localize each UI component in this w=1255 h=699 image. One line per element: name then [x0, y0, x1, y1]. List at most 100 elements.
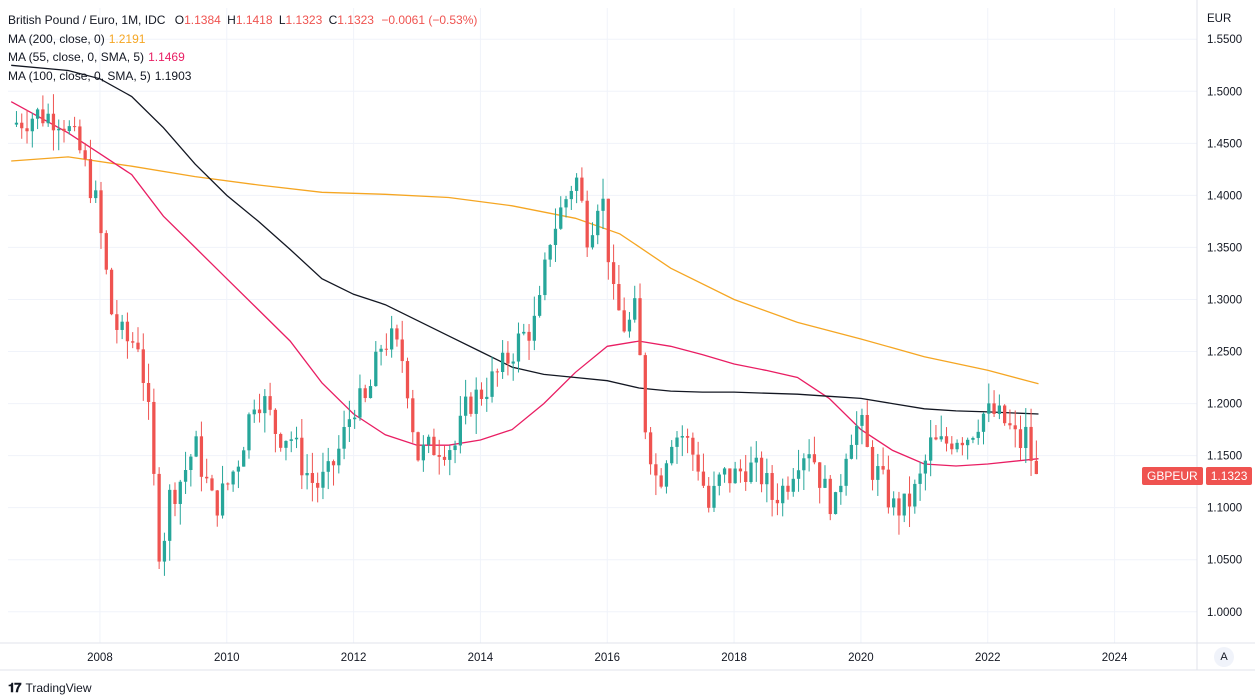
candle-body — [537, 295, 542, 316]
candle-body — [94, 190, 98, 199]
candle-body — [960, 442, 965, 446]
candle-body — [358, 388, 362, 418]
candle-body — [104, 233, 108, 270]
low-value: 1.1323 — [285, 13, 323, 27]
candle-body — [205, 476, 209, 479]
ma100-row[interactable]: MA (100, close, 0, SMA, 5) 1.1903 — [8, 67, 477, 86]
candle-body — [310, 473, 315, 483]
candle-body — [363, 388, 367, 399]
candle-body — [765, 473, 769, 485]
candle-body — [189, 456, 193, 471]
candle-body — [215, 490, 219, 516]
candle-body — [611, 262, 616, 285]
candle-body — [416, 432, 420, 461]
footer-branding: 𝟏𝟕 TradingView — [8, 680, 92, 696]
candle-body — [717, 474, 721, 486]
candle-body — [347, 419, 352, 427]
candle-body — [72, 126, 77, 128]
candle-body — [374, 351, 378, 387]
ma200-row[interactable]: MA (200, close, 0) 1.2191 — [8, 30, 477, 49]
candle-body — [601, 198, 605, 211]
ma100-label: MA (100, close, 0, SMA, 5) — [8, 68, 151, 83]
candle-body — [284, 440, 288, 448]
y-tick-label: 1.5000 — [1207, 86, 1242, 98]
candle-body — [939, 436, 943, 440]
candle-body — [987, 403, 991, 414]
candle-body — [442, 456, 447, 460]
candle-body — [326, 461, 330, 472]
candle-body — [495, 371, 499, 373]
candle-body — [511, 361, 515, 364]
candle-body — [886, 469, 891, 508]
candle-body — [1029, 426, 1033, 461]
candle-body — [712, 485, 716, 508]
candle-body — [125, 321, 130, 342]
candle-body — [146, 382, 151, 402]
candle-body — [506, 352, 510, 364]
change-value: −0.0061 (−0.53%) — [381, 13, 478, 27]
candle-body — [1013, 425, 1017, 430]
candle-body — [178, 481, 182, 504]
candle-body — [707, 485, 711, 508]
candle-body — [421, 444, 425, 461]
ma55-row[interactable]: MA (55, close, 0, SMA, 5) 1.1469 — [8, 48, 477, 67]
candle-body — [633, 298, 637, 320]
candle-body — [659, 475, 663, 487]
candle-body — [67, 126, 71, 132]
tradingview-brand: TradingView — [25, 681, 92, 695]
candle-body — [833, 492, 838, 515]
candle-body — [553, 228, 558, 246]
candle-body — [807, 454, 811, 459]
candle-body — [574, 177, 579, 191]
candle-body — [966, 439, 970, 446]
candle-body — [432, 436, 436, 456]
low-label: L — [278, 13, 286, 27]
candle-body — [802, 458, 806, 471]
candle-body — [823, 478, 827, 488]
candle-body — [474, 389, 478, 414]
candle-body — [944, 436, 949, 444]
candle-body — [685, 436, 690, 438]
candle-body — [152, 401, 156, 474]
candle-body — [818, 462, 822, 488]
candle-body — [448, 450, 452, 460]
y-tick-label: 1.4000 — [1207, 190, 1242, 202]
candle-body — [252, 409, 256, 415]
candle-body — [971, 437, 975, 440]
candle-body — [754, 457, 758, 463]
x-tick-label: 2016 — [594, 652, 620, 664]
candle-body — [300, 437, 304, 476]
candle-body — [1034, 460, 1038, 475]
candle-body — [881, 466, 885, 470]
candle-body — [828, 478, 832, 515]
candle-body — [892, 498, 896, 508]
close-value: 1.1323 — [337, 13, 374, 27]
candle-body — [199, 436, 204, 477]
x-tick-label: 2008 — [87, 652, 113, 664]
candle-body — [722, 468, 727, 475]
open-value: 1.1384 — [184, 13, 221, 27]
candle-body — [992, 403, 996, 414]
ma100-value: 1.1903 — [154, 68, 192, 83]
y-tick-label: 1.3000 — [1207, 294, 1242, 306]
candle-body — [463, 396, 468, 416]
y-tick-label: 1.0000 — [1207, 607, 1242, 619]
y-axis: 1.0000 1.0500 1.1000 1.1500 1.2000 1.2500 1.30… — [1196, 0, 1242, 670]
moving-average-lines — [10, 64, 1039, 467]
x-tick-label: 2014 — [468, 652, 494, 664]
candle-body — [400, 339, 404, 362]
candle-body — [638, 298, 642, 356]
candle-body — [997, 405, 1001, 414]
price-tag-symbol: GBPEUR — [1142, 467, 1203, 485]
open-label: O — [174, 13, 185, 27]
y-tick-label: 1.2000 — [1207, 399, 1242, 411]
y-tick-label: 1.1500 — [1207, 451, 1242, 463]
candle-body — [194, 436, 198, 457]
candle-body — [109, 269, 114, 315]
candle-body — [955, 442, 959, 450]
y-axis-unit: EUR — [1207, 13, 1231, 25]
auto-scale-button[interactable]: A — [1214, 647, 1234, 667]
candle-body — [99, 190, 103, 234]
candle-body — [907, 493, 912, 507]
